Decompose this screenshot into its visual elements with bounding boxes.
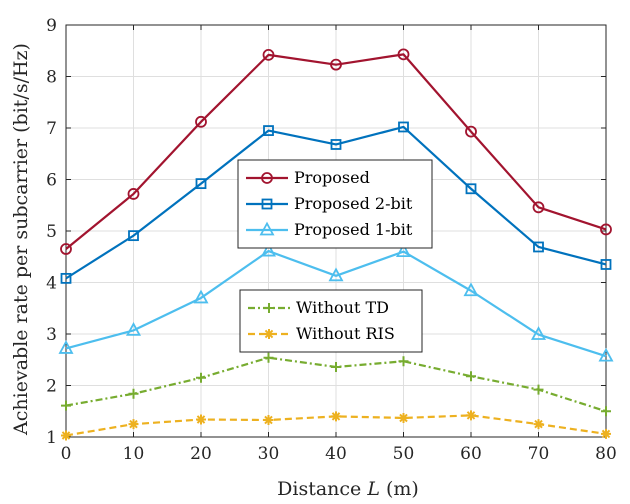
x-tick-label: 0 — [61, 444, 72, 464]
data-point — [328, 267, 344, 282]
y-tick-label: 4 — [46, 274, 57, 294]
x-tick-label: 30 — [258, 444, 280, 464]
data-point — [331, 361, 341, 372]
y-axis-title: Achievable rate per subcarrier (bit/s/Hz… — [10, 43, 32, 436]
data-point — [58, 340, 74, 354]
series-proposed — [60, 48, 612, 255]
data-point — [263, 125, 274, 136]
data-point — [263, 415, 274, 426]
y-tick-label: 6 — [46, 171, 57, 191]
data-point — [193, 289, 209, 304]
data-point — [598, 347, 614, 362]
series — [58, 48, 614, 441]
legend-center: Proposed Proposed 2-bit Proposed 1-bit — [237, 159, 433, 249]
data-point — [331, 411, 341, 422]
data-point — [395, 243, 412, 258]
series-line — [65, 249, 607, 358]
y-tick-label: 3 — [46, 325, 57, 345]
data-point — [532, 201, 545, 214]
x-axis-title: Distance L (m) — [277, 478, 419, 500]
data-point — [262, 48, 275, 61]
data-point — [463, 282, 479, 297]
y-tick-label: 9 — [46, 16, 57, 36]
data-point — [533, 241, 544, 253]
data-point — [600, 259, 612, 270]
data-point — [195, 178, 207, 190]
data-point — [61, 430, 71, 441]
legends: Proposed Proposed 2-bit Proposed 1-bit With… — [237, 159, 433, 353]
data-point — [128, 419, 139, 430]
data-point — [128, 230, 139, 242]
series-without-ris — [61, 410, 611, 441]
legend-box — [239, 289, 423, 353]
data-point — [127, 188, 140, 200]
series-line — [65, 53, 607, 250]
data-point — [196, 372, 206, 383]
data-point — [466, 371, 476, 382]
legend-marker — [261, 172, 273, 184]
legend-label: Proposed 1-bit — [294, 220, 413, 239]
x-tick-label: 70 — [528, 444, 550, 464]
data-point — [601, 406, 611, 417]
data-point — [397, 48, 410, 61]
data-point — [465, 183, 477, 195]
y-tick-label: 2 — [46, 377, 57, 397]
data-point — [601, 428, 611, 439]
legend-label: Without RIS — [296, 324, 395, 343]
data-point — [60, 243, 72, 255]
series-proposed-1-bit — [58, 242, 614, 362]
data-point — [398, 412, 409, 423]
data-point — [125, 322, 142, 336]
legend-label: Proposed — [294, 168, 370, 187]
data-point — [533, 384, 544, 395]
axes: 0 10 20 30 40 50 60 70 80 1 2 3 4 5 6 7 8 9 — [46, 16, 617, 464]
x-tick-label: 80 — [595, 444, 617, 464]
y-tick-label: 8 — [46, 68, 57, 88]
legend-lower-center: Without TD Without RIS — [239, 289, 423, 353]
series-line — [65, 125, 607, 280]
data-point — [600, 223, 612, 236]
legend-marker — [261, 198, 273, 210]
legend-marker — [264, 303, 274, 313]
y-tick-label: 1 — [46, 428, 57, 448]
data-point — [330, 139, 342, 150]
series-line — [65, 414, 607, 437]
data-point — [533, 419, 544, 430]
x-tick-label: 60 — [460, 444, 482, 464]
x-tick-label: 20 — [190, 444, 212, 464]
data-point — [330, 58, 342, 71]
data-point — [196, 414, 206, 425]
legend-label: Without TD — [296, 298, 389, 317]
legend-marker — [259, 221, 275, 236]
data-point — [398, 121, 409, 133]
y-tick-label: 7 — [46, 119, 57, 139]
data-point — [398, 356, 409, 367]
data-point — [60, 272, 72, 284]
x-tick-label: 40 — [325, 444, 347, 464]
legend-label: Proposed 2-bit — [294, 194, 413, 213]
series-without-td — [61, 352, 611, 417]
data-point — [195, 115, 207, 128]
data-point — [466, 410, 476, 421]
legend-marker — [264, 329, 274, 339]
x-tick-label: 50 — [393, 444, 415, 464]
data-point — [128, 388, 139, 399]
series-proposed-2-bit — [60, 121, 612, 284]
y-tick-label: 5 — [46, 222, 57, 242]
data-point — [530, 326, 547, 340]
x-tick-label: 10 — [123, 444, 145, 464]
data-point — [465, 125, 477, 138]
data-point — [260, 242, 277, 257]
data-point — [61, 400, 71, 411]
data-point — [263, 352, 274, 363]
